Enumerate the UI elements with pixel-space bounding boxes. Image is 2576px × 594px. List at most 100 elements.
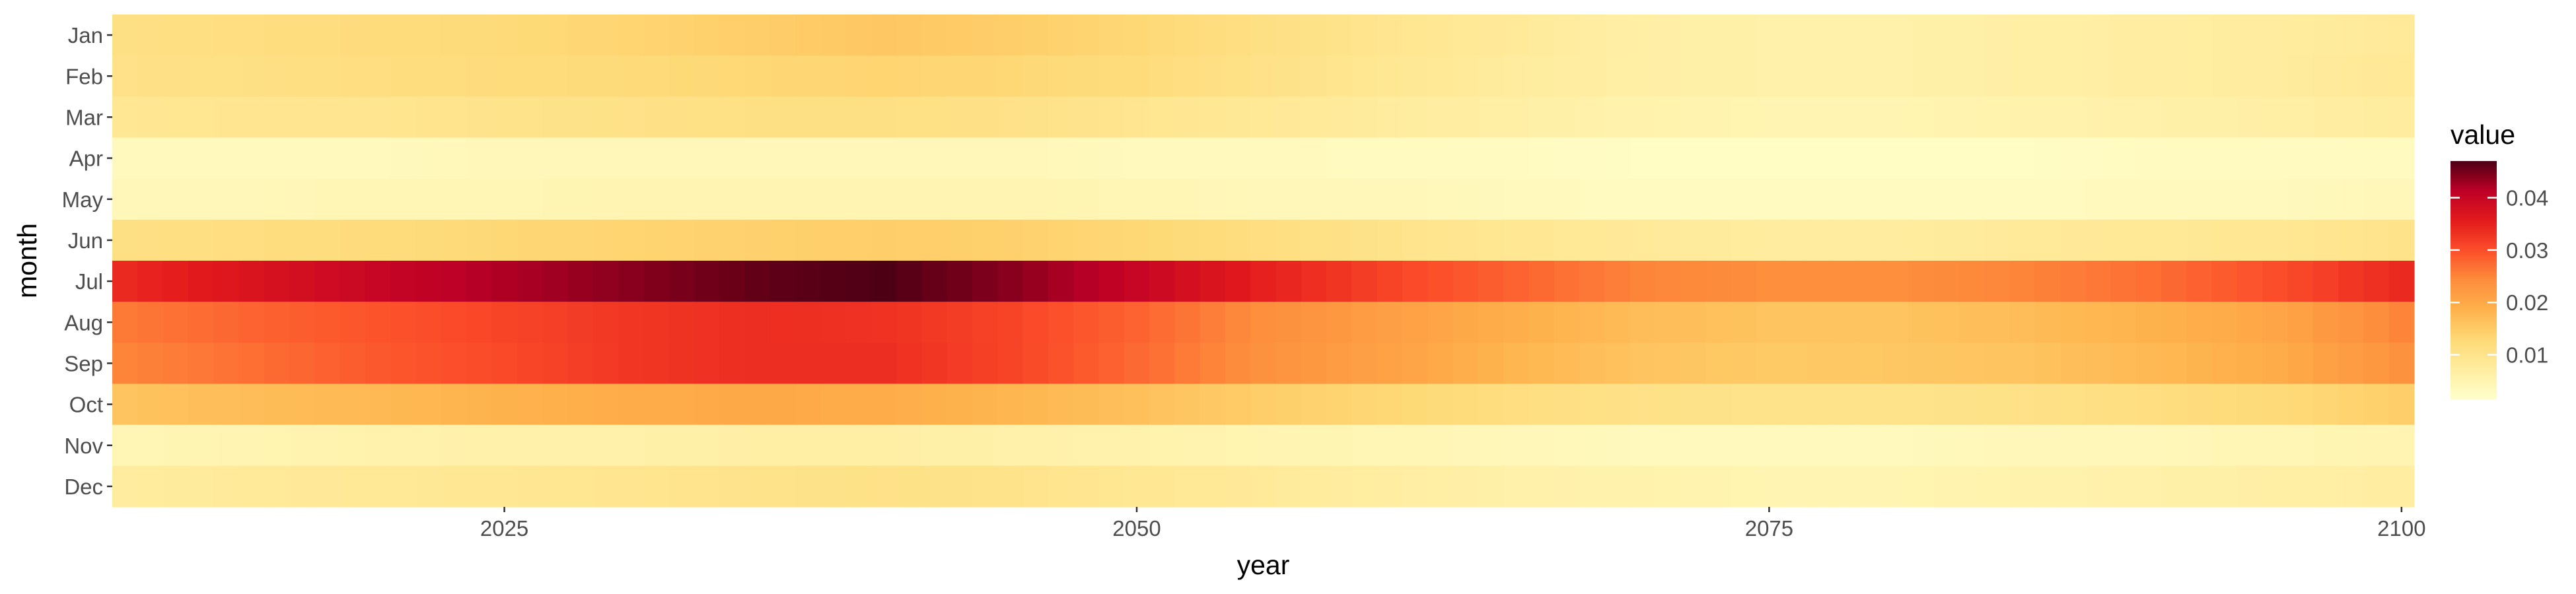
heatmap-cell bbox=[592, 424, 619, 467]
heatmap-cell bbox=[289, 137, 315, 180]
heatmap-cell bbox=[668, 465, 695, 508]
heatmap-cell bbox=[2110, 465, 2137, 508]
heatmap-cell bbox=[896, 424, 923, 467]
heatmap-cell bbox=[1149, 96, 1176, 139]
heatmap-cell bbox=[542, 302, 568, 343]
heatmap-cell bbox=[162, 15, 189, 56]
heatmap-cell bbox=[1958, 261, 1985, 302]
heatmap-cell bbox=[238, 424, 265, 467]
heatmap-cell bbox=[1275, 261, 1302, 302]
heatmap-cell bbox=[1908, 137, 1934, 180]
heatmap-cell bbox=[466, 465, 493, 508]
heatmap-cell bbox=[1807, 343, 1833, 385]
heatmap-cell bbox=[1554, 96, 1580, 139]
heatmap-cell bbox=[112, 383, 138, 426]
heatmap-cell bbox=[2338, 219, 2365, 261]
heatmap-cell bbox=[390, 261, 417, 302]
heatmap-cell bbox=[289, 383, 315, 426]
heatmap-cell bbox=[972, 178, 998, 220]
heatmap-cell bbox=[668, 137, 695, 180]
heatmap-cell bbox=[1908, 219, 1934, 261]
heatmap-cell bbox=[1174, 383, 1201, 426]
x-axis: 2025 2050 2075 2100 bbox=[480, 507, 2426, 541]
heatmap-cell bbox=[1022, 178, 1049, 220]
heatmap-cell bbox=[1781, 96, 1808, 139]
heatmap-cell bbox=[1250, 178, 1277, 220]
heatmap-cell bbox=[2161, 383, 2187, 426]
heatmap-cell bbox=[1857, 302, 1884, 343]
heatmap-cell bbox=[1579, 302, 1606, 343]
heatmap-cell bbox=[1199, 465, 1226, 508]
heatmap-cell bbox=[1781, 137, 1808, 180]
heatmap-cell bbox=[1604, 302, 1631, 343]
heatmap-cell bbox=[845, 383, 872, 426]
heatmap-cell bbox=[1250, 343, 1277, 385]
heatmap-cell bbox=[1402, 96, 1429, 139]
heatmap-cell bbox=[2161, 343, 2187, 385]
heatmap-cell bbox=[112, 219, 138, 261]
heatmap-cell bbox=[2211, 137, 2238, 180]
heatmap-cell bbox=[2009, 219, 2036, 261]
heatmap-cell bbox=[441, 343, 467, 385]
heatmap-cell bbox=[1452, 383, 1479, 426]
heatmap-cell bbox=[1098, 343, 1125, 385]
heatmap-cell bbox=[264, 383, 290, 426]
heatmap-cell bbox=[264, 465, 290, 508]
heatmap-cell bbox=[997, 383, 1024, 426]
heatmap-cell bbox=[1402, 55, 1429, 97]
heatmap-cell bbox=[972, 15, 998, 56]
x-tick-label: 2025 bbox=[480, 516, 528, 541]
heatmap-cell bbox=[1933, 15, 1960, 56]
heatmap-cell bbox=[1781, 178, 1808, 220]
heatmap-cell bbox=[1478, 424, 1504, 467]
heatmap-cell bbox=[997, 137, 1024, 180]
heatmap-cell bbox=[188, 302, 214, 343]
heatmap-cell bbox=[1756, 178, 1783, 220]
heatmap-cell bbox=[871, 96, 897, 139]
heatmap-cell bbox=[845, 137, 872, 180]
heatmap-cell bbox=[2388, 343, 2415, 385]
heatmap-cell bbox=[2186, 15, 2213, 56]
heatmap-cell bbox=[2034, 302, 2061, 343]
heatmap-cell bbox=[188, 383, 214, 426]
heatmap-cell bbox=[871, 137, 897, 180]
heatmap-cell bbox=[213, 55, 240, 97]
heatmap-cell bbox=[592, 55, 619, 97]
heatmap-cell bbox=[744, 178, 771, 220]
heatmap-cell bbox=[137, 302, 164, 343]
heatmap-cell bbox=[1933, 96, 1960, 139]
heatmap-cell bbox=[567, 383, 594, 426]
heatmap-cell bbox=[1984, 15, 2010, 56]
legend-ticks: 0.01 0.02 0.03 0.04 bbox=[2451, 186, 2548, 368]
heatmap-cell bbox=[1250, 15, 1277, 56]
heatmap-cell bbox=[2135, 55, 2162, 97]
heatmap-cell bbox=[668, 383, 695, 426]
heatmap-cell bbox=[921, 137, 948, 180]
heatmap-cell bbox=[1705, 261, 1732, 302]
heatmap-cell bbox=[390, 302, 417, 343]
heatmap-cell bbox=[1554, 383, 1580, 426]
heatmap-cell bbox=[1301, 343, 1327, 385]
heatmap-cell bbox=[2262, 178, 2289, 220]
heatmap-cell bbox=[1908, 261, 1934, 302]
heatmap-cell bbox=[2287, 178, 2314, 220]
heatmap-cell bbox=[1958, 302, 1985, 343]
heatmap-cell bbox=[1250, 465, 1277, 508]
heatmap-cell bbox=[1199, 383, 1226, 426]
heatmap-cell bbox=[1958, 137, 1985, 180]
heatmap-cell bbox=[972, 383, 998, 426]
heatmap-cell bbox=[1908, 55, 1934, 97]
heatmap-cell bbox=[1705, 383, 1732, 426]
heatmap-cell bbox=[1958, 343, 1985, 385]
heatmap-cell bbox=[2161, 96, 2187, 139]
heatmap-cell bbox=[921, 343, 948, 385]
heatmap-cell bbox=[213, 383, 240, 426]
heatmap-cell bbox=[1554, 302, 1580, 343]
heatmap-cell bbox=[2085, 465, 2112, 508]
heatmap-cell bbox=[542, 465, 568, 508]
heatmap-cell bbox=[1478, 302, 1504, 343]
heatmap-cell bbox=[694, 383, 720, 426]
heatmap-cell bbox=[2186, 96, 2213, 139]
heatmap-cell bbox=[2009, 343, 2036, 385]
y-tick-label: Jul bbox=[75, 269, 103, 294]
